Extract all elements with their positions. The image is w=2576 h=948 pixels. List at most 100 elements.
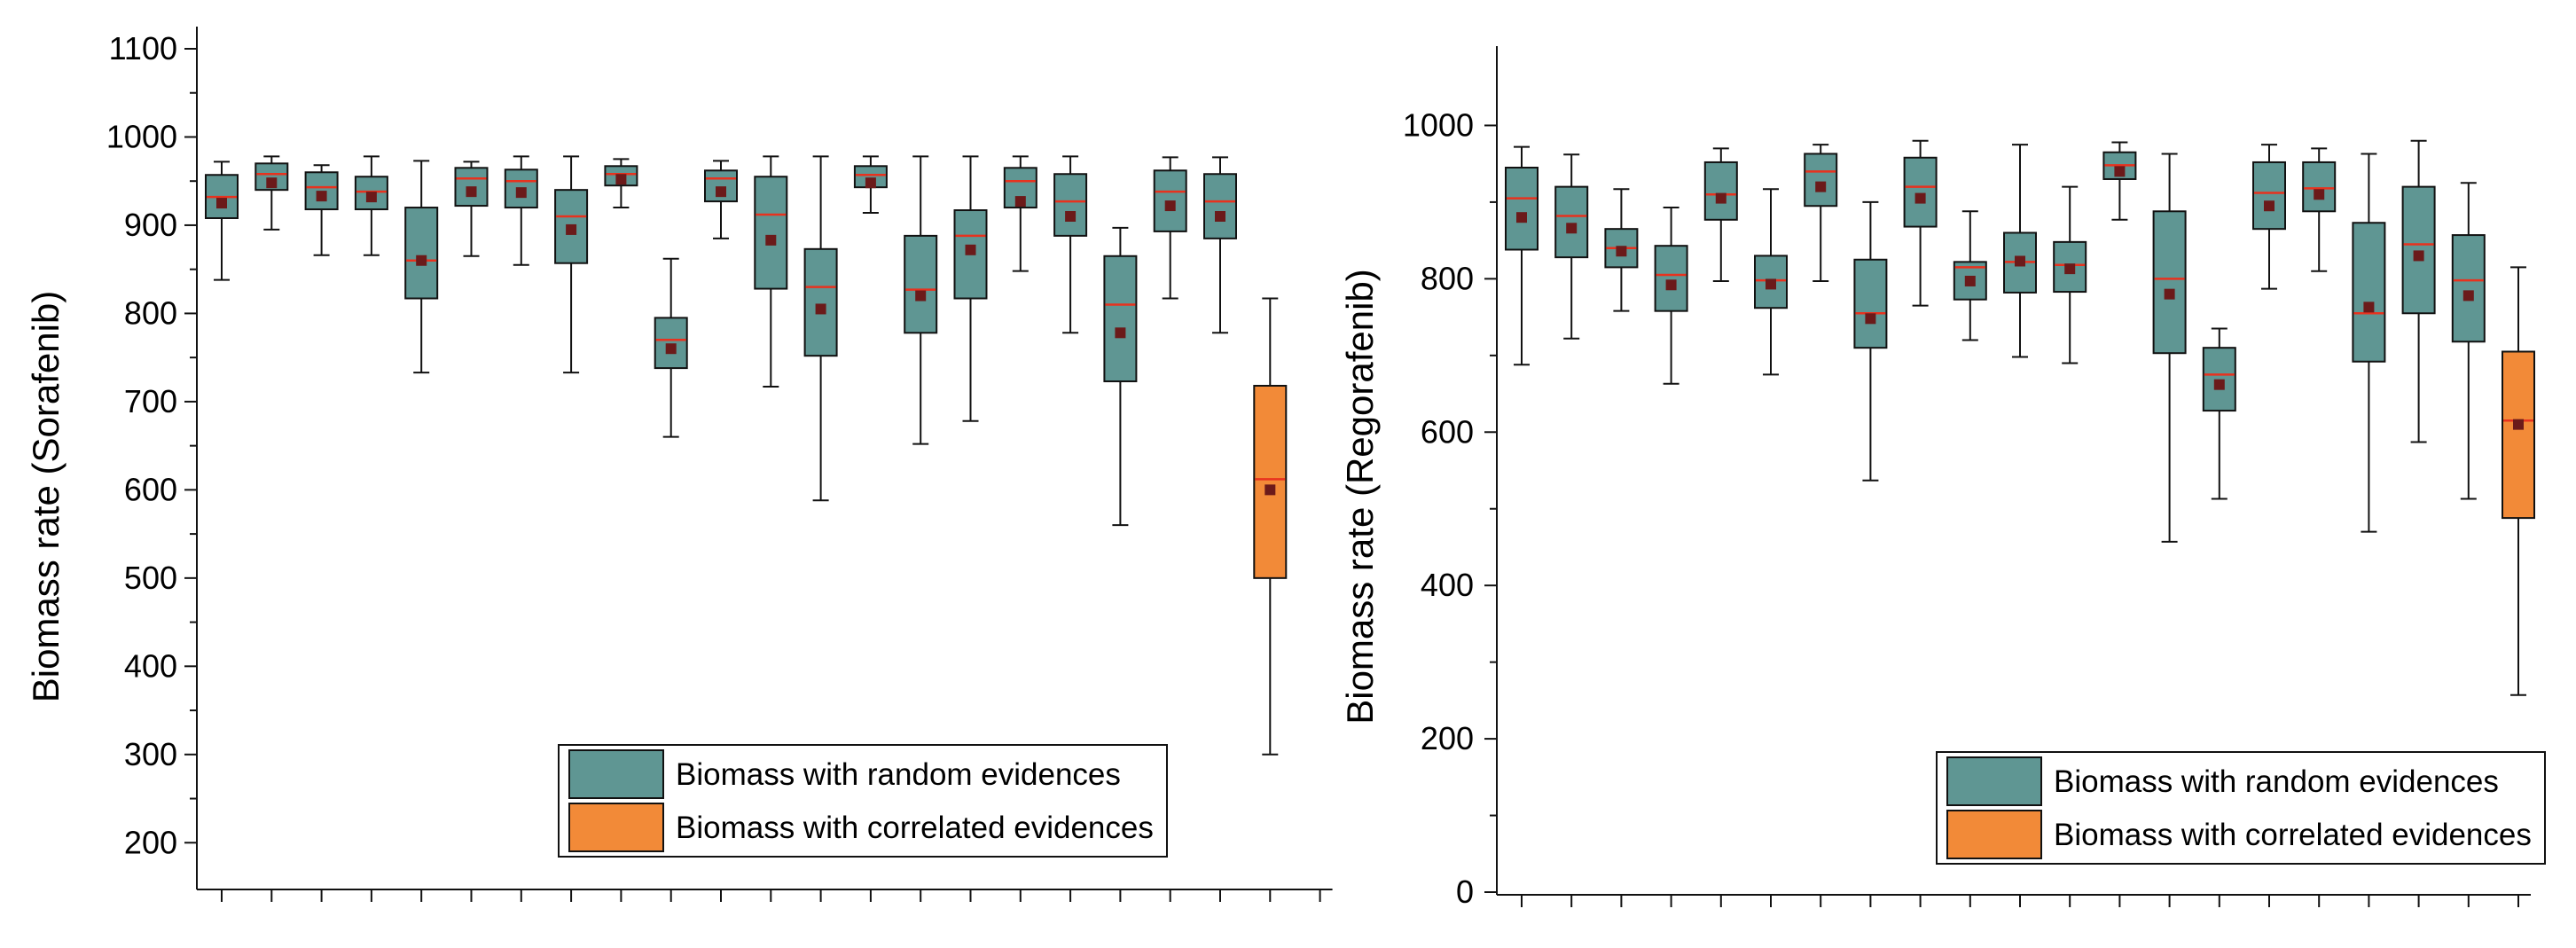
box-iqr	[404, 207, 439, 300]
mean-marker	[2413, 250, 2424, 262]
regorafenib-box-12	[2053, 185, 2087, 364]
sorafenib-y-tick-label: 200	[124, 824, 177, 860]
regorafenib-box-6	[1754, 188, 1788, 376]
sorafenib-y-tick-label: 300	[124, 736, 177, 772]
regorafenib-box-10	[1953, 210, 1987, 341]
regorafenib-box-11	[2003, 144, 2037, 358]
mean-marker	[2462, 290, 2474, 302]
sorafenib-axes: 200 300 400 500 600 700 800 900 1000 1100	[106, 27, 1333, 902]
sorafenib-box-20	[1153, 156, 1187, 300]
sorafenib-box-10	[654, 257, 688, 438]
regorafenib-box-5	[1703, 147, 1738, 282]
box-iqr	[1053, 173, 1088, 237]
regorafenib-box-20	[2451, 182, 2486, 500]
mean-marker	[1566, 223, 1578, 234]
mean-marker	[865, 177, 876, 189]
sorafenib-box-11	[704, 160, 738, 239]
mean-marker	[1516, 212, 1527, 223]
regorafenib-legend-swatch-random	[1946, 756, 2042, 806]
mean-marker	[665, 343, 677, 355]
mean-marker	[316, 191, 327, 202]
box-iqr	[2252, 161, 2286, 231]
mean-marker	[1865, 313, 1876, 325]
regorafenib-box-14	[2152, 153, 2187, 543]
box-iqr	[1505, 167, 1539, 251]
sorafenib-box-2	[254, 155, 289, 231]
box-iqr	[1654, 245, 1688, 312]
sorafenib-box-16	[953, 155, 988, 422]
mean-marker	[216, 198, 227, 209]
box-iqr	[2401, 185, 2436, 315]
regorafenib-box-16	[2252, 144, 2286, 290]
mean-marker	[2363, 302, 2375, 313]
sorafenib-y-tick-label: 1100	[109, 30, 177, 67]
regorafenib-box-2	[1554, 153, 1589, 340]
mean-marker	[365, 192, 377, 203]
sorafenib-legend-swatch-correlated	[568, 803, 664, 852]
mean-marker	[1665, 279, 1677, 291]
box-iqr	[2352, 222, 2386, 363]
mean-marker	[2513, 419, 2524, 430]
regorafenib-y-tick-label: 1000	[1403, 106, 1474, 143]
box-iqr	[2302, 161, 2337, 213]
regorafenib-legend-label-random: Biomass with random evidences	[2054, 764, 2499, 799]
box-iqr	[1203, 173, 1237, 239]
regorafenib-box-15	[2202, 327, 2236, 500]
mean-marker	[2064, 263, 2076, 275]
regorafenib-box-1	[1505, 145, 1539, 366]
sorafenib-box-8	[554, 155, 589, 374]
regorafenib-y-tick-label: 0	[1456, 874, 1474, 910]
box-iqr	[504, 168, 538, 209]
box-iqr	[1903, 156, 1938, 228]
mean-marker	[2164, 288, 2175, 300]
sorafenib-box-9	[604, 158, 638, 209]
sorafenib-boxes	[205, 155, 1288, 756]
sorafenib-legend-swatch-random	[568, 749, 664, 799]
sorafenib-legend: Biomass with random evidences Biomass wi…	[558, 744, 1168, 858]
box-iqr	[1703, 161, 1738, 221]
box-iqr	[654, 317, 688, 370]
sorafenib-box-22	[1253, 297, 1288, 756]
sorafenib-y-tick-label: 1000	[106, 118, 177, 154]
regorafenib-box-13	[2102, 141, 2137, 221]
mean-marker	[1616, 246, 1627, 257]
sorafenib-box-5	[404, 160, 439, 374]
regorafenib-axes: 0 200 400 600 800 1000	[1403, 46, 2531, 910]
regorafenib-box-8	[1853, 200, 1888, 482]
regorafenib-y-tick-label: 200	[1421, 720, 1474, 756]
mean-marker	[1115, 327, 1126, 339]
mean-marker	[1065, 211, 1077, 222]
box-iqr	[754, 176, 788, 290]
mean-marker	[2264, 200, 2275, 212]
regorafenib-y-tick-label: 400	[1421, 567, 1474, 603]
regorafenib-box-19	[2401, 139, 2436, 443]
sorafenib-box-12	[754, 155, 788, 388]
box-iqr	[1804, 153, 1838, 208]
mean-marker	[1715, 192, 1726, 204]
sorafenib-box-18	[1053, 155, 1088, 334]
sorafenib-box-15	[904, 155, 938, 445]
sorafenib-box-21	[1203, 156, 1237, 334]
box-iqr	[1554, 185, 1589, 259]
mean-marker	[566, 223, 577, 235]
mean-marker	[2015, 255, 2025, 267]
sorafenib-legend-label-correlated: Biomass with correlated evidences	[676, 811, 1154, 845]
mean-marker	[615, 174, 627, 185]
mean-marker	[2314, 189, 2325, 200]
box-iqr	[1253, 384, 1288, 579]
sorafenib-box-4	[354, 155, 388, 256]
box-iqr	[1853, 258, 1888, 349]
regorafenib-boxes	[1505, 139, 2535, 696]
box-iqr	[2502, 350, 2535, 520]
mean-marker	[266, 177, 278, 189]
mean-marker	[1215, 211, 1225, 222]
sorafenib-legend-label-random: Biomass with random evidences	[676, 757, 1121, 792]
regorafenib-legend: Biomass with random evidences Biomass wi…	[1936, 751, 2546, 865]
box-iqr	[2202, 347, 2236, 412]
regorafenib-box-21	[2502, 266, 2535, 696]
sorafenib-y-tick-label: 700	[124, 383, 177, 419]
sorafenib-box-13	[803, 155, 838, 502]
mean-marker	[466, 186, 477, 198]
sorafenib-box-1	[205, 161, 239, 281]
